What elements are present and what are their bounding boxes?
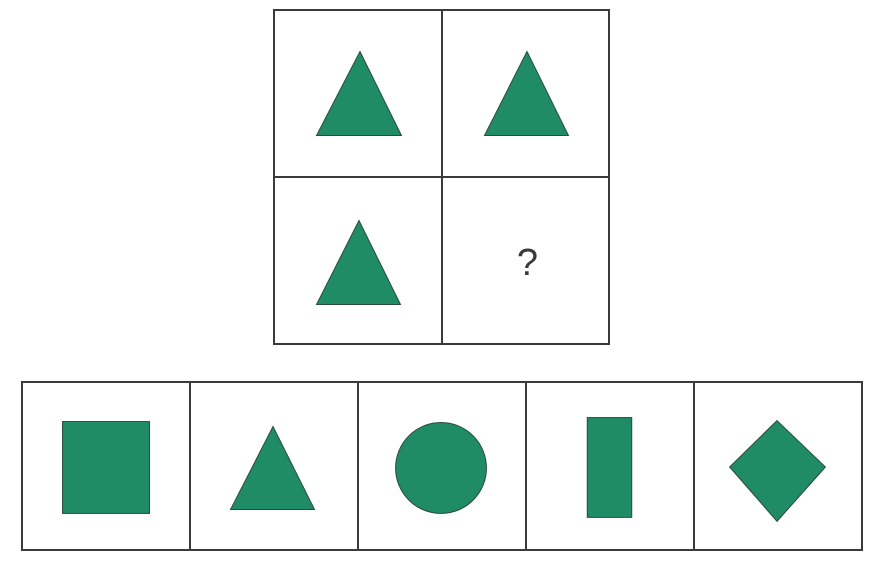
option-triangle[interactable] <box>191 383 359 549</box>
puzzle-cell-top-left <box>275 11 443 178</box>
puzzle-grid: ? <box>273 9 610 345</box>
triangle-shape <box>315 219 402 305</box>
triangle-shape <box>229 425 316 510</box>
option-rectangle[interactable] <box>527 383 695 549</box>
triangle-shape <box>483 50 570 136</box>
rectangle-shape <box>586 417 633 518</box>
circle-shape <box>395 422 487 514</box>
answer-options <box>21 381 863 551</box>
square-shape <box>62 421 150 514</box>
option-square[interactable] <box>23 383 191 549</box>
diamond-shape <box>728 419 827 523</box>
question-mark: ? <box>516 242 539 284</box>
option-diamond[interactable] <box>695 383 861 549</box>
option-circle[interactable] <box>359 383 527 549</box>
puzzle-cell-bottom-right[interactable]: ? <box>443 178 608 343</box>
puzzle-cell-bottom-left <box>275 178 443 343</box>
puzzle-cell-top-right <box>443 11 608 178</box>
triangle-shape <box>315 50 403 136</box>
